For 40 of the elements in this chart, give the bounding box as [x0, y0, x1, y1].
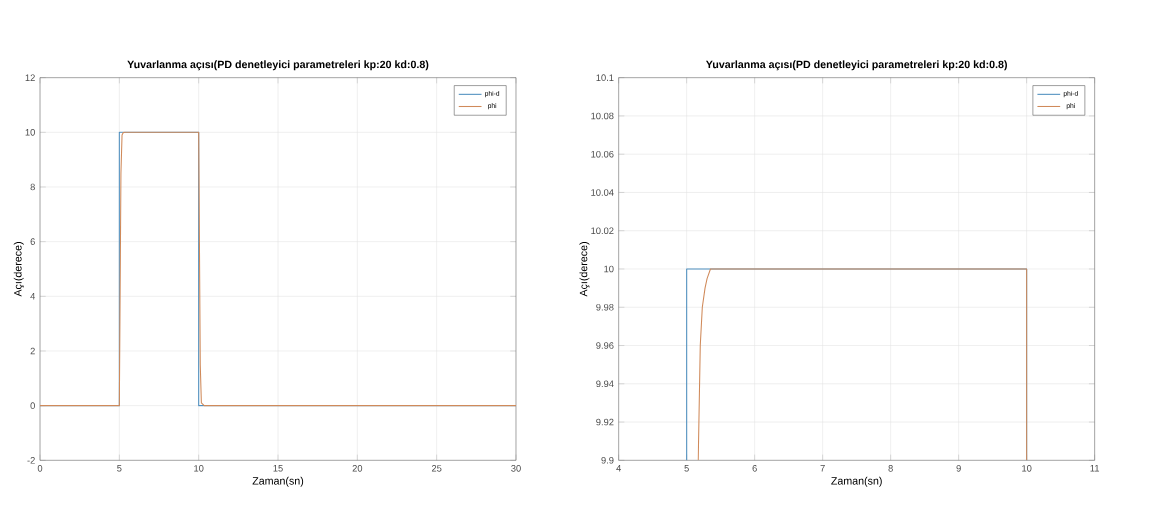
y-tick-label: 9.98 — [596, 303, 614, 311]
y-tick-label: 10.08 — [591, 112, 614, 120]
x-tick-label: 25 — [431, 465, 442, 472]
x-tick-label: 11 — [1090, 465, 1100, 472]
x-tick-label: 30 — [511, 465, 521, 472]
y-tick-label: -2 — [27, 457, 35, 464]
x-axis-title: Zaman(sn) — [252, 476, 304, 487]
y-tick-label: 0 — [30, 402, 35, 409]
y-tick-label: 4 — [30, 293, 36, 300]
x-tick-label: 10 — [1022, 465, 1032, 472]
x-tick-label: 8 — [888, 465, 893, 472]
y-tick-label: 10 — [604, 265, 614, 273]
x-tick-label: 10 — [194, 465, 204, 472]
y-tick-label: 10.06 — [591, 150, 614, 158]
x-tick-label: 5 — [117, 465, 122, 472]
x-tick-label: 4 — [616, 465, 621, 472]
x-tick-label: 0 — [37, 465, 43, 472]
y-tick-label: 6 — [30, 238, 35, 245]
y-tick-label: 9.92 — [596, 418, 614, 426]
x-tick-label: 15 — [273, 465, 283, 472]
y-tick-label: 8 — [30, 183, 35, 191]
y-tick-label: 10.1 — [596, 74, 614, 81]
y-tick-label: 12 — [25, 74, 35, 81]
y-tick-label: 9.94 — [596, 380, 614, 388]
x-tick-label: 7 — [820, 465, 825, 472]
x-tick-label: 9 — [956, 465, 961, 472]
y-tick-label: 10.02 — [591, 227, 614, 235]
y-tick-label: 10 — [25, 129, 35, 136]
x-axis-title: Zaman(sn) — [831, 476, 882, 487]
chart-title: Yuvarlanma açısı(PD denetleyici parametreleri kp:20 kd:0.8) — [127, 60, 429, 71]
y-tick-label: 10.04 — [591, 189, 614, 196]
y-tick-label: 2 — [30, 347, 35, 355]
y-axis-title: Açı(derece) — [13, 242, 24, 297]
x-tick-label: 5 — [684, 465, 689, 472]
x-tick-label: 20 — [352, 465, 363, 472]
y-axis-title: Açı(derece) — [579, 242, 590, 297]
y-tick-label: 9.96 — [596, 342, 614, 349]
y-tick-label: 9.9 — [601, 457, 614, 464]
chart-title: Yuvarlanma açısı(PD denetleyici parametreleri kp:20 kd:0.8) — [705, 60, 1007, 71]
x-tick-label: 6 — [752, 465, 757, 472]
